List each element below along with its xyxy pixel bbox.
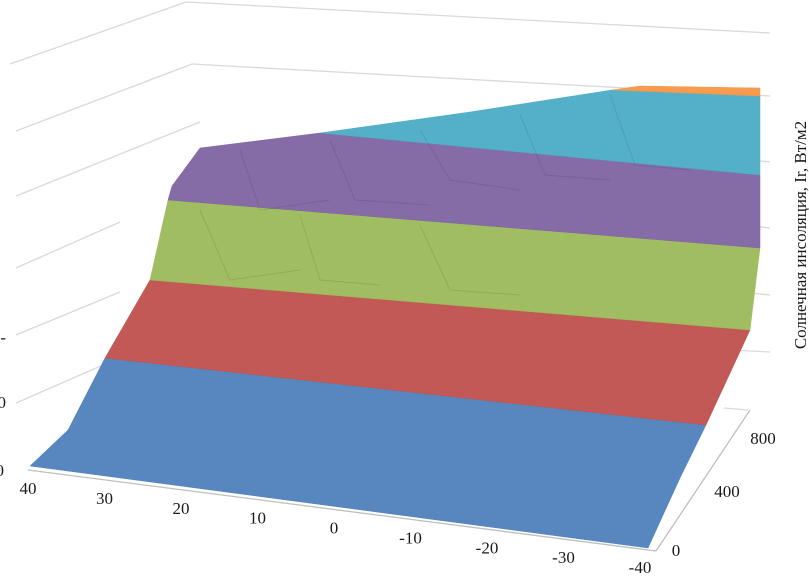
left-wall-gridline [15,291,121,336]
x-tick-label: 40 [20,479,37,498]
surface-facet [199,209,301,281]
back-wall-grid [9,1,771,404]
z-tick-label: - [0,328,6,347]
surface-facet [419,129,521,191]
x-tick-label: 30 [96,489,113,508]
y-tick-label: 400 [714,482,740,501]
x-tick-label: -20 [476,538,499,557]
z-tick-label: 0 [0,393,6,412]
surface-facet [329,139,431,206]
surface-facet [519,114,611,181]
back-wall-gridline [185,1,771,34]
surface-facet [239,149,331,211]
y-tick-label: 800 [750,429,776,448]
floor-front-edge [27,469,657,552]
y-axis-title: Солнечная инсоляция, Ir, Вт/м2 [791,121,809,349]
surface-band-5 [611,85,761,97]
surface-bands [29,85,761,549]
x-tick-label: 10 [249,509,266,528]
x-tick-label: 0 [330,519,339,538]
x-tick-label: -40 [629,558,652,577]
x-axis-tick-labels: 40 30 20 10 0 -10 -20 -30 -40 [20,479,652,577]
right-wall-tick [723,407,749,411]
left-wall-gridline [15,63,193,132]
z-axis-tick-labels: 0 0 - [0,328,6,480]
axis-frame [27,409,751,552]
x-tick-label: -30 [552,548,575,567]
left-wall-gridline [15,221,121,269]
surface-facet [299,214,381,286]
left-wall-gridline [9,1,187,65]
x-tick-label: 20 [173,499,190,518]
y-tick-label: 0 [672,541,681,560]
left-wall-gridline [15,361,111,404]
floor-right-edge [655,409,751,552]
surface-facet [609,94,691,171]
left-wall-gridline [15,121,201,197]
z-tick-label: 0 [0,461,4,480]
x-tick-label: -10 [399,528,422,547]
y-axis-tick-labels: 0 400 800 [672,429,776,560]
surface-facet [419,224,521,296]
